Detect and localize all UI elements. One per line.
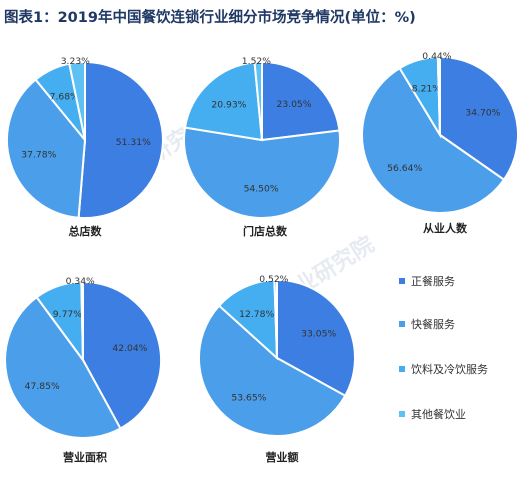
slice-label: 34.70% <box>465 108 500 119</box>
slice-label: 3.23% <box>61 56 90 67</box>
slice-label: 37.78% <box>21 149 56 160</box>
slice-label: 0.34% <box>66 276 95 287</box>
legend-item: 饮料及冷饮服务 <box>399 362 488 376</box>
pie-slice <box>273 278 278 359</box>
legend-item: 其他餐饮业 <box>399 407 466 421</box>
slice-label: 53.65% <box>231 392 266 403</box>
pie-slice <box>68 60 86 141</box>
legend-label: 正餐服务 <box>411 274 455 288</box>
slice-label: 0.52% <box>259 274 288 285</box>
slice-label: 0.44% <box>422 51 451 62</box>
pie-slice <box>4 295 122 439</box>
pie-slice <box>253 60 263 141</box>
legend-item: 快餐服务 <box>399 317 455 331</box>
slice-label: 47.85% <box>25 381 60 392</box>
pie-chart-title: 营业面积 <box>63 450 107 464</box>
legend-swatch <box>399 321 405 327</box>
legend-label: 其他餐饮业 <box>411 407 466 421</box>
pie-slice <box>77 60 164 219</box>
legend-label: 饮料及冷饮服务 <box>411 362 488 376</box>
slice-label: 33.05% <box>301 328 336 339</box>
pie-chart-title: 营业额 <box>266 450 299 464</box>
pie-slice <box>183 126 341 219</box>
pie-chart-1: 51.31% 37.78% 7.68% 3.23% 总店数 <box>6 56 164 238</box>
pie-slice <box>217 279 279 361</box>
pie-slice <box>276 278 356 398</box>
pie-chart-4: 42.04% 47.85% 9.77% 0.34% 营业面积 <box>4 276 162 464</box>
pie-chart-title: 从业人数 <box>423 221 468 235</box>
pie-slice <box>361 66 506 214</box>
slice-label: 12.78% <box>239 309 274 320</box>
pie-slice <box>6 78 87 219</box>
slice-label: 7.68% <box>50 91 79 102</box>
legend-item: 正餐服务 <box>399 274 455 288</box>
pie-slice <box>197 304 347 437</box>
slice-label: 42.04% <box>112 343 147 354</box>
slice-label: 51.31% <box>116 137 151 148</box>
slice-label: 56.64% <box>387 163 422 174</box>
pie-chart-title: 总店数 <box>69 224 103 238</box>
slice-label: 8.21% <box>412 84 441 95</box>
pie-slice <box>439 55 517 182</box>
slice-label: 1.52% <box>242 56 271 67</box>
pie-slice <box>436 55 441 136</box>
legend-swatch <box>399 366 405 372</box>
slice-label: 9.77% <box>53 309 82 320</box>
legend-swatch <box>399 278 405 284</box>
pie-slice <box>82 280 162 430</box>
pie-chart-2: 23.05% 54.50% 20.93% 1.52% 门店总数 <box>183 56 341 238</box>
page-title: 图表1：2019年中国餐饮连锁行业细分市场竞争情况(单位：%) <box>4 10 416 26</box>
pie-chart-title: 门店总数 <box>243 224 288 238</box>
pie-slice <box>261 60 341 142</box>
pie-chart-5: 33.05% 53.65% 12.78% 0.52% 营业额 <box>197 274 356 464</box>
pie-slice <box>183 61 264 142</box>
pie-chart-3: 34.70% 56.64% 8.21% 0.44% 从业人数 <box>361 51 517 235</box>
slice-label: 54.50% <box>244 183 279 194</box>
slice-label: 20.93% <box>211 100 246 111</box>
slice-label: 23.05% <box>276 99 311 110</box>
legend-label: 快餐服务 <box>411 317 455 331</box>
pie-slice <box>80 280 84 361</box>
legend-swatch <box>399 411 405 417</box>
